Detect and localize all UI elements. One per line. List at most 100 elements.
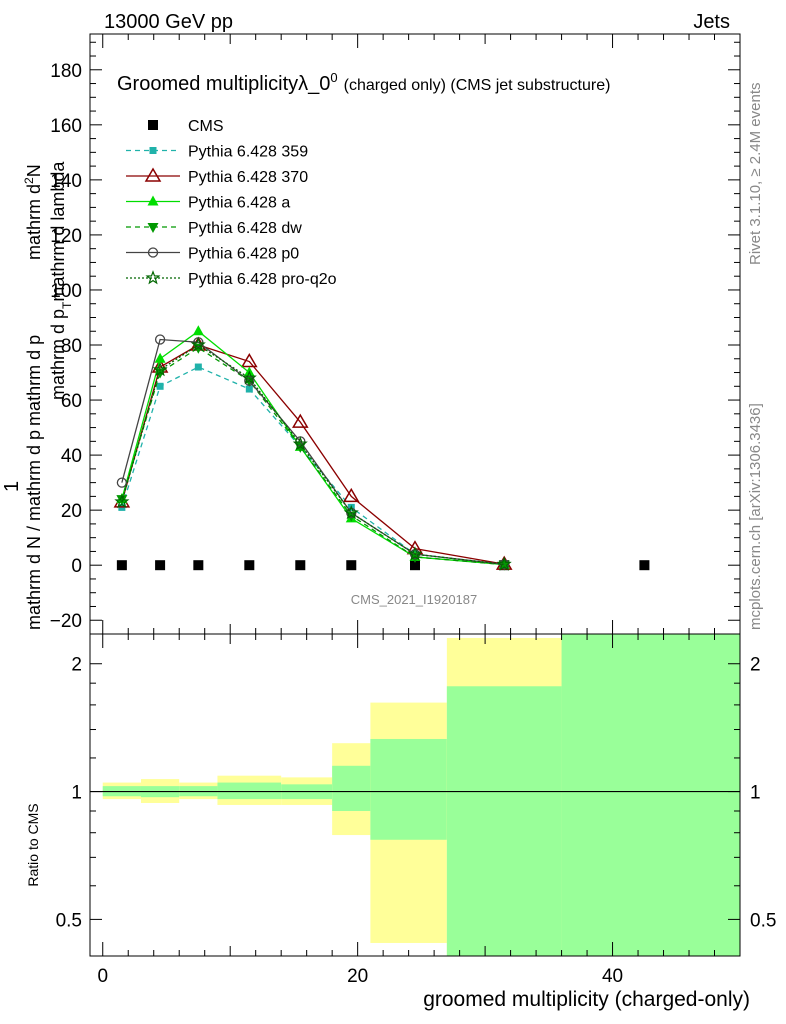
chart-subtitle: (charged only) (CMS jet substructure)	[344, 77, 611, 94]
data-point-6-3	[241, 370, 257, 385]
ratio-green-band-7	[446, 686, 562, 956]
legend-marker-3	[147, 195, 159, 206]
data-point-6-4	[292, 436, 308, 451]
data-point-0-5	[346, 560, 357, 571]
ratio-green-band-8	[561, 634, 740, 956]
legend-marker-2	[144, 167, 162, 182]
data-point-6-7	[496, 556, 512, 571]
x-axis-label: groomed multiplicity (charged-only)	[423, 988, 750, 1011]
header-left: 13000 GeV pp	[104, 11, 233, 33]
data-point-5-3	[244, 375, 255, 386]
data-point-0-4	[295, 560, 306, 571]
ratio-tick-label: 0.5	[56, 910, 82, 931]
y-axis-label: mathrm d2N mathrm d pTmathrm d lambda 1 …	[1, 161, 74, 630]
analysis-watermark: CMS_2021_I1920187	[351, 592, 478, 607]
data-point-4-7	[498, 560, 510, 571]
legend: CMS Pythia 6.428 359 Pythia 6.428 370 Pythi…	[126, 118, 337, 288]
ylabel-upper-den: mathrm d pTmathrm d lambda	[48, 161, 74, 400]
chart-title-main: Groomed multiplicityλ_0	[117, 73, 330, 95]
series-3	[116, 325, 510, 569]
series-line-2	[121, 344, 505, 565]
legend-label-1: Pythia 6.428 359	[188, 144, 308, 161]
ratio-green-band-6	[370, 738, 447, 840]
legend-label-0: CMS	[188, 118, 224, 135]
data-point-2-5	[342, 487, 360, 503]
data-point-6-1	[152, 361, 168, 377]
y-tick-label: 160	[50, 116, 82, 137]
y-tick-label: 180	[50, 61, 82, 82]
ratio-tick-label-right: 2	[750, 655, 761, 676]
ratio-tick-label-right: 1	[750, 783, 761, 804]
ratio-tick-label-right: 0.5	[750, 910, 776, 931]
legend-label-2: Pythia 6.428 370	[188, 169, 308, 186]
legend-marker-4	[147, 223, 159, 233]
legend-marker-5	[147, 247, 159, 258]
ratio-tick-label: 1	[71, 783, 82, 804]
y-tick-label: 0	[71, 556, 82, 577]
legend-marker-6	[145, 270, 161, 285]
ratio-frame	[89, 633, 741, 957]
ratio-tick-label: 2	[71, 655, 82, 676]
data-point-1-2	[194, 363, 202, 371]
series-line-5	[121, 338, 505, 566]
y-tick-label: −20	[50, 611, 82, 632]
y-tick-label: 80	[61, 336, 82, 357]
data-point-0-1	[155, 560, 166, 571]
mcplots-label: mcplots.cern.ch [arXiv:1306.3436]	[747, 403, 764, 630]
data-point-0-6	[410, 560, 420, 571]
ratio-y-label: Ratio to CMS	[25, 803, 41, 886]
y-tick-label: 60	[61, 391, 82, 412]
data-point-0-8	[639, 560, 650, 571]
data-point-5-1	[154, 334, 166, 345]
series-line-6	[121, 344, 505, 566]
ratio-green-band-5	[332, 765, 371, 812]
data-point-2-4	[291, 413, 309, 428]
series-5	[116, 334, 510, 570]
main-plot: −20 0 20 40 60 80 100 120 140 160 180	[50, 33, 741, 635]
x-tick-label: 0	[97, 966, 108, 987]
chart-title-sup: 0	[330, 70, 337, 85]
data-point-0-3	[244, 560, 255, 571]
legend-label-5: Pythia 6.428 p0	[188, 246, 299, 263]
ylabel-lower: mathrm d N / mathrm d pmathrm d p	[24, 335, 44, 630]
y-tick-label: 120	[50, 226, 82, 247]
data-point-6-2	[190, 337, 206, 352]
data-point-0-2	[193, 560, 204, 571]
series-2	[113, 336, 513, 570]
ylabel-upper-num: mathrm d2N	[22, 164, 44, 260]
series-line-3	[121, 330, 505, 566]
data-point-6-6	[407, 546, 423, 561]
legend-marker-0	[148, 120, 158, 130]
legend-label-6: Pythia 6.428 pro-q2o	[188, 271, 337, 288]
series-4	[116, 343, 510, 571]
ratio-plot: 0.5 0.51 12 20 20 40	[56, 633, 776, 987]
data-point-3-2	[192, 325, 204, 336]
rivet-label: Rivet 3.1.10, ≥ 2.4M events	[747, 83, 764, 266]
series-6	[114, 337, 512, 571]
data-point-6-0	[114, 493, 130, 509]
legend-label-3: Pythia 6.428 a	[188, 195, 290, 212]
data-point-2-3	[241, 353, 258, 368]
data-point-5-0	[116, 477, 128, 488]
x-tick-label: 20	[347, 966, 368, 987]
series-line-4	[121, 346, 505, 566]
y-tick-label: 140	[50, 171, 82, 192]
series-line-1	[121, 366, 505, 566]
x-tick-label: 40	[602, 966, 623, 987]
data-point-1-3	[245, 385, 253, 393]
data-point-6-5	[343, 504, 359, 520]
y-tick-label: 20	[61, 501, 82, 522]
series-0	[116, 560, 650, 571]
ratio-green-band-3	[217, 782, 282, 800]
ylabel-one: 1	[1, 481, 23, 492]
data-point-3-1	[154, 352, 166, 363]
header-right: Jets	[693, 11, 730, 33]
y-tick-label: 40	[61, 446, 82, 467]
legend-marker-1	[149, 147, 157, 154]
ratio-bands	[102, 634, 740, 956]
data-point-1-1	[156, 382, 164, 390]
y-tick-label: 100	[50, 281, 82, 302]
chart-title: Groomed multiplicityλ_00 (charged only) (…	[117, 70, 610, 95]
